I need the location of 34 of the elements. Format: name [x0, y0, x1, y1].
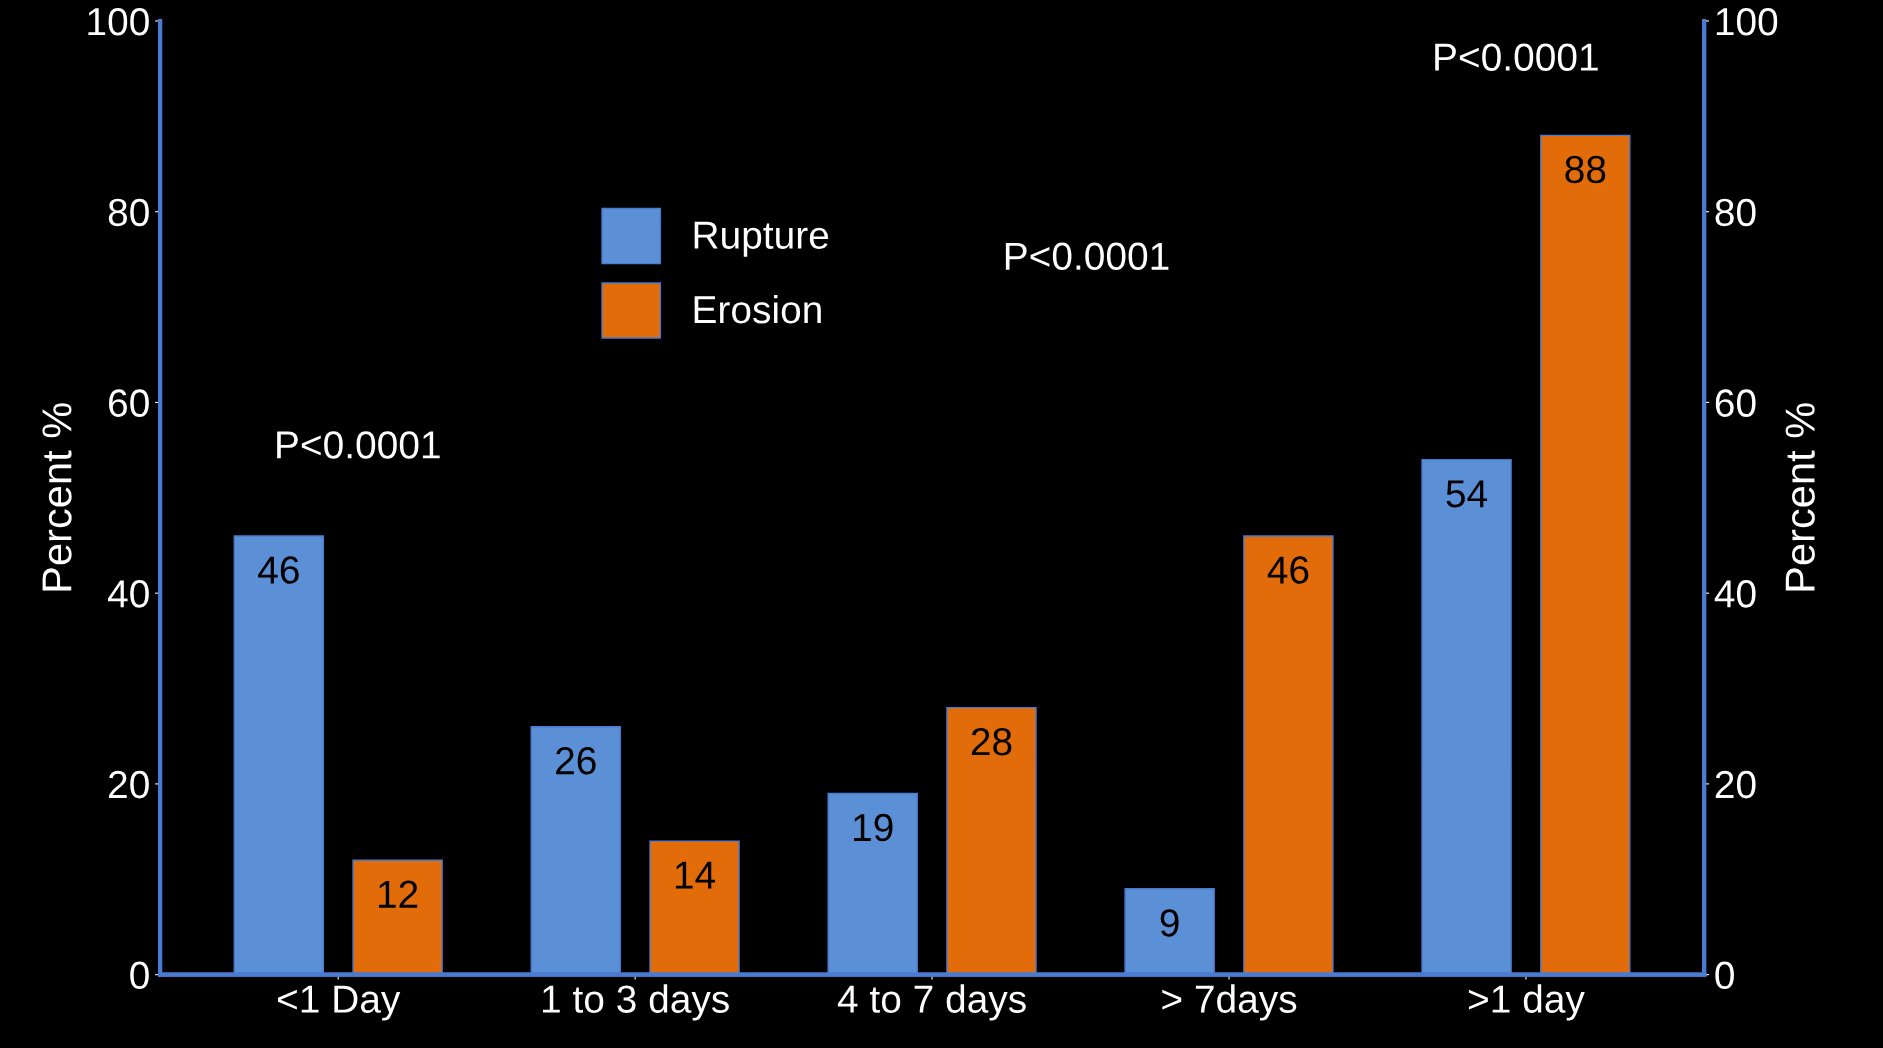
y-tick-label: 80 [108, 198, 149, 227]
data-label: 26 [556, 747, 596, 775]
annotation: P<0.0001 [1435, 43, 1598, 71]
y2-tick-label: 60 [1715, 389, 1756, 417]
data-label: 12 [378, 880, 418, 908]
y-tick-label: 100 [88, 7, 149, 36]
data-label: 88 [1565, 155, 1606, 184]
y2-tick-label: 0 [1715, 961, 1734, 990]
x-tick-label: >1 day [1468, 984, 1585, 1021]
y2-tick-label: 40 [1714, 580, 1756, 608]
x-tick-label: 4 to 7 days [837, 984, 1026, 1021]
legend-label: Rupture [694, 221, 829, 257]
y-axis-title: Percent % [42, 403, 72, 591]
x-tick-label: 1 to 3 days [543, 984, 729, 1021]
data-label: 9 [1160, 909, 1179, 937]
legend-label: Erosion [694, 294, 821, 324]
x-tick-label: <1 Day [277, 985, 401, 1021]
y2-axis-title: Percent % [1785, 403, 1815, 591]
y-tick-label: 0 [130, 961, 149, 990]
y-tick-label: 60 [109, 389, 149, 417]
annotation: P<0.0001 [1005, 242, 1169, 271]
data-label: 54 [1446, 480, 1488, 508]
data-label: 14 [675, 861, 716, 889]
data-label: 28 [971, 727, 1012, 756]
y2-tick-label: 80 [1715, 198, 1756, 227]
data-label: 46 [258, 556, 299, 584]
y-tick-label: 20 [109, 770, 149, 799]
x-tick-label: > 7days [1162, 984, 1297, 1021]
data-label: 19 [854, 813, 893, 842]
y2-tick-label: 100 [1716, 7, 1778, 36]
y2-tick-label: 20 [1715, 770, 1756, 799]
data-label: 46 [1267, 556, 1309, 584]
y-tick-label: 40 [107, 580, 149, 608]
annotation: P<0.0001 [277, 431, 440, 459]
